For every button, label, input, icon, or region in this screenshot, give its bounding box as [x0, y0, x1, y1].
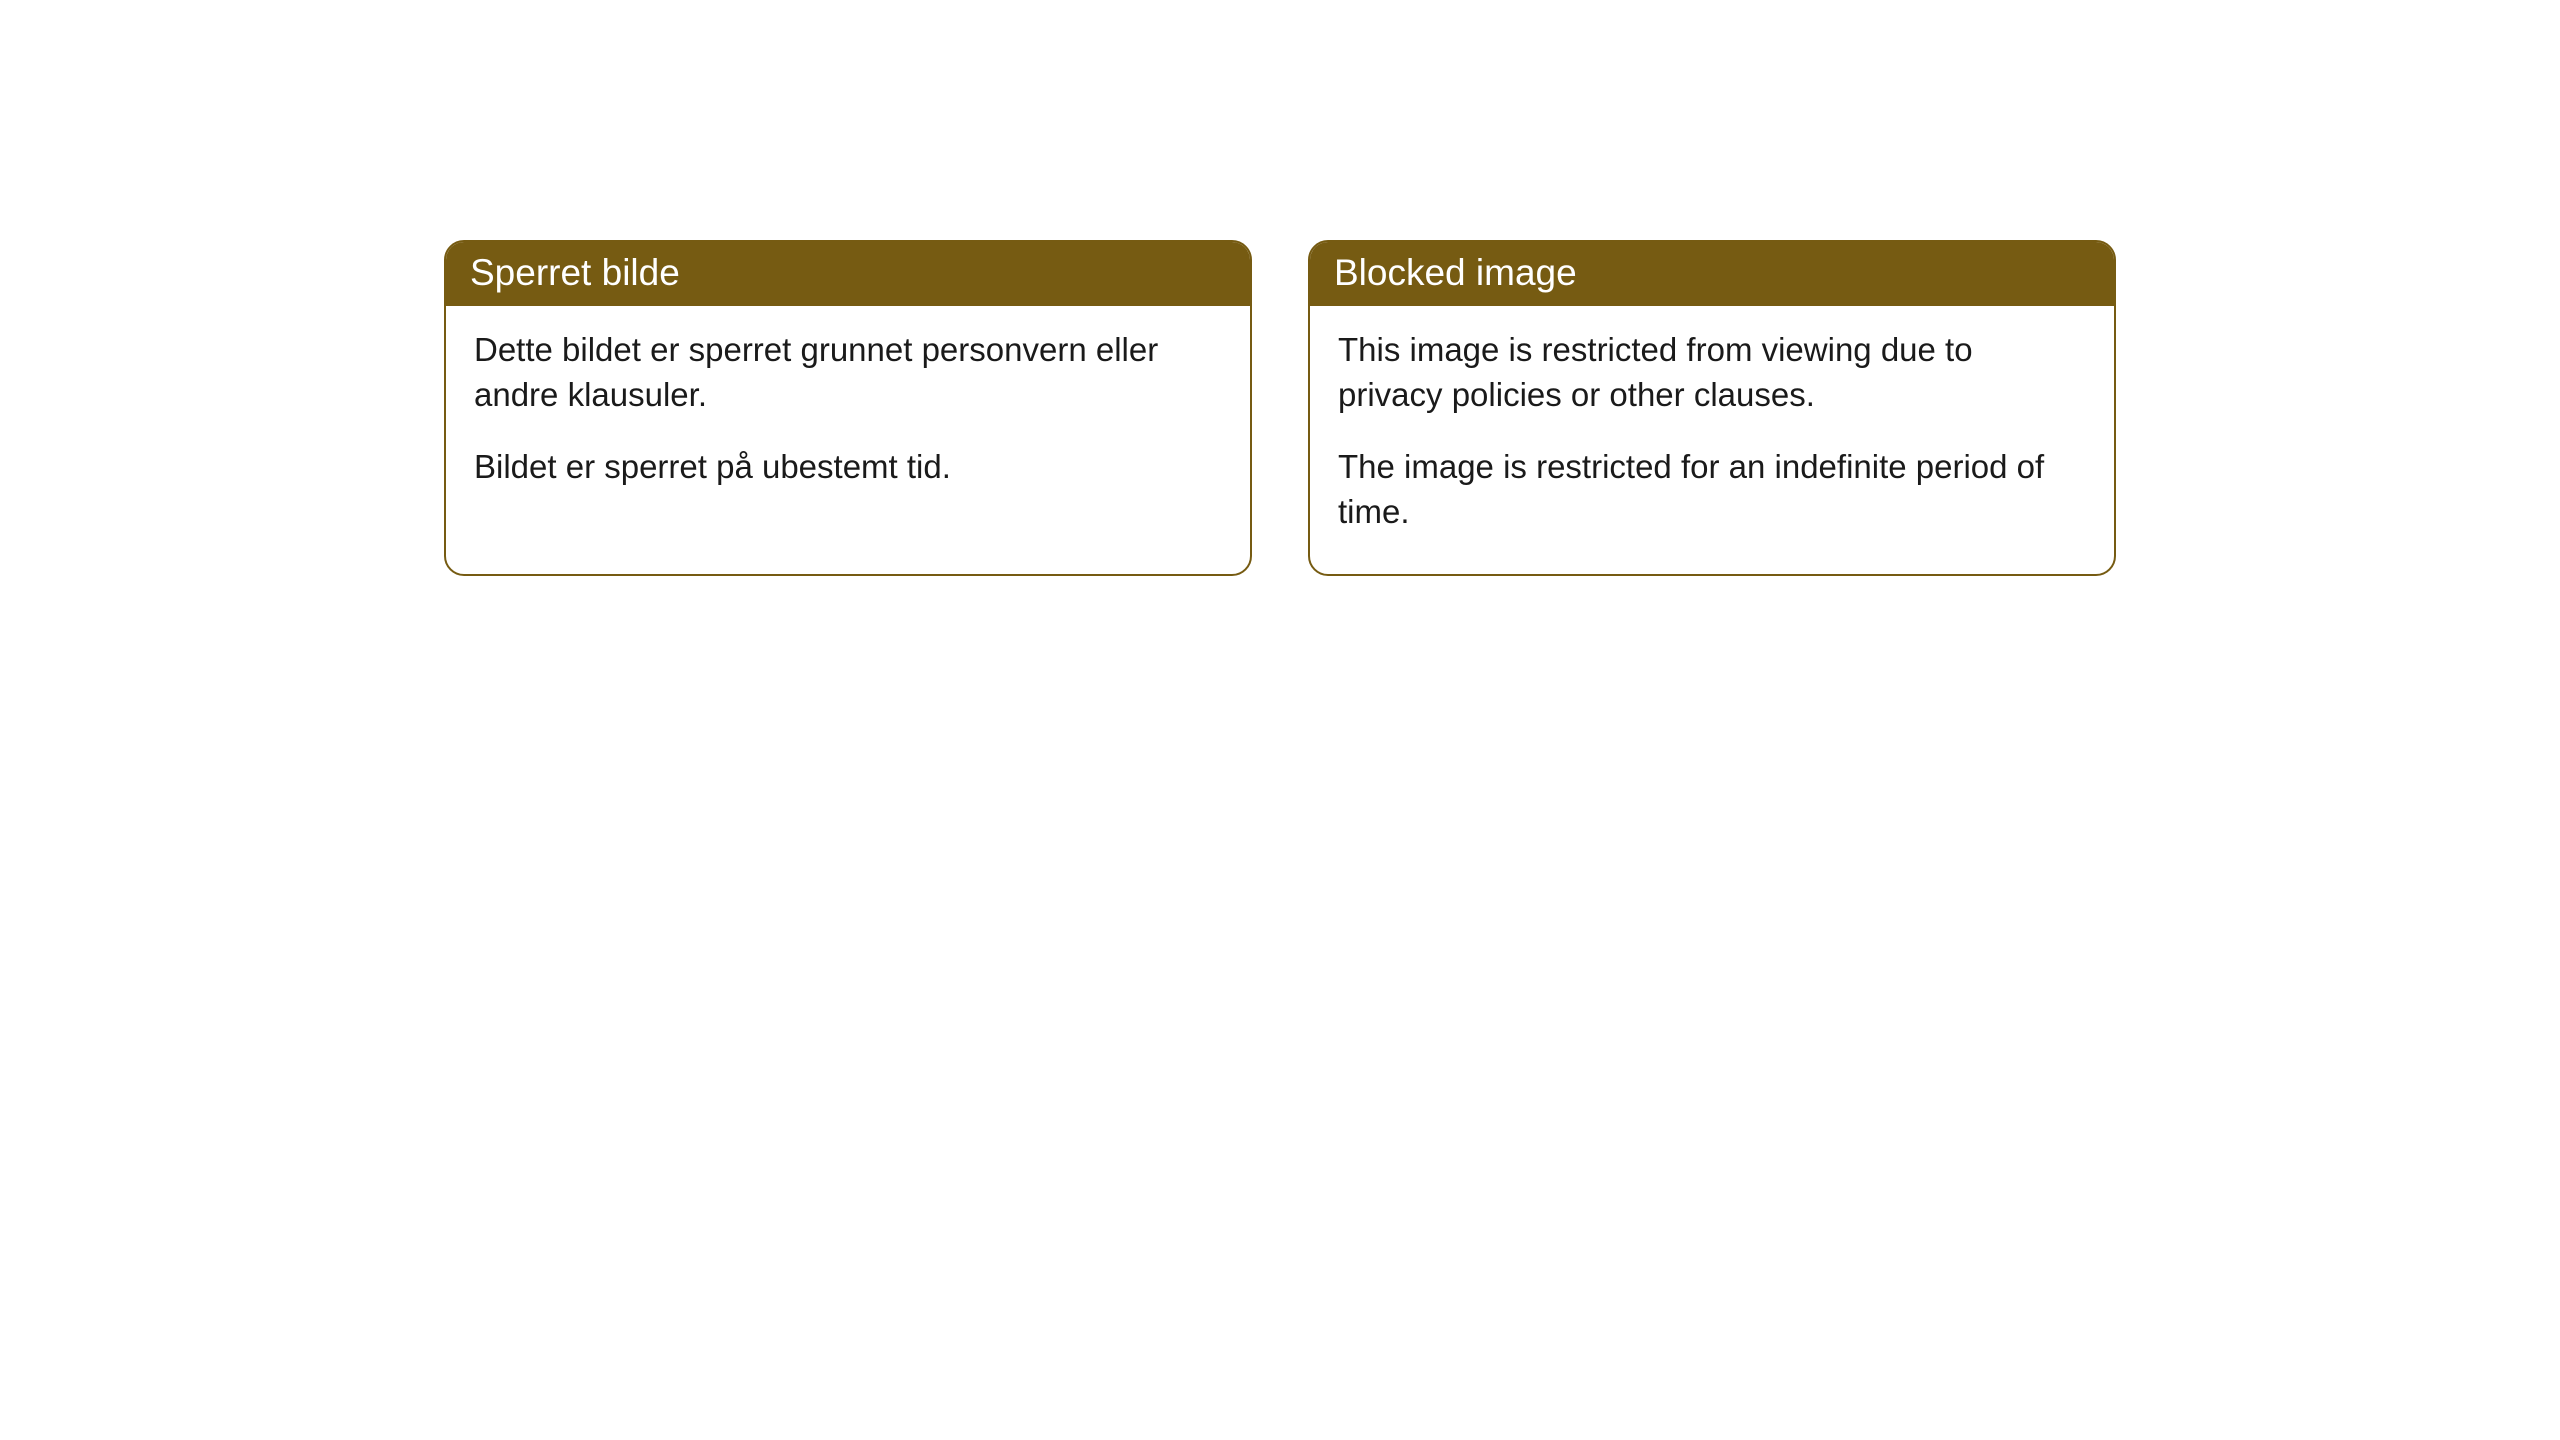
cards-container: Sperret bilde Dette bildet er sperret gr…: [0, 0, 2560, 576]
card-text-no-2: Bildet er sperret på ubestemt tid.: [474, 445, 1222, 490]
card-text-en-1: This image is restricted from viewing du…: [1338, 328, 2086, 417]
blocked-image-card-en: Blocked image This image is restricted f…: [1308, 240, 2116, 576]
card-body-en: This image is restricted from viewing du…: [1310, 306, 2114, 574]
card-body-no: Dette bildet er sperret grunnet personve…: [446, 306, 1250, 530]
card-header-no: Sperret bilde: [446, 242, 1250, 306]
blocked-image-card-no: Sperret bilde Dette bildet er sperret gr…: [444, 240, 1252, 576]
card-header-en: Blocked image: [1310, 242, 2114, 306]
card-text-no-1: Dette bildet er sperret grunnet personve…: [474, 328, 1222, 417]
card-text-en-2: The image is restricted for an indefinit…: [1338, 445, 2086, 534]
